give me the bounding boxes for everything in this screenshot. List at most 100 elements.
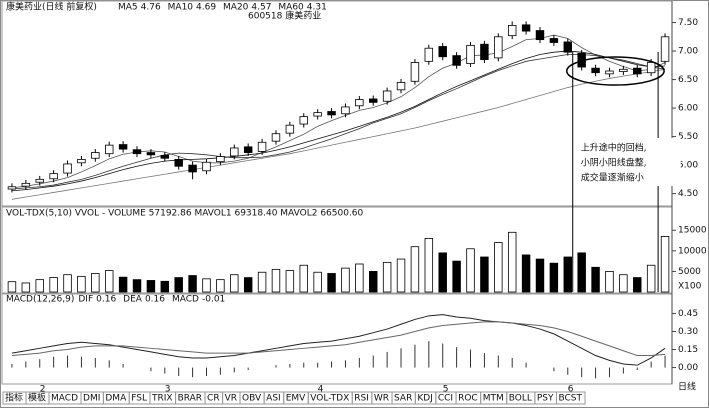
volume-bar [21,282,31,293]
tab-label[interactable]: OBV [242,394,262,404]
legend-value: 4.31 [307,3,327,13]
tab-label[interactable]: CCI [438,394,453,404]
candle-body [480,43,489,61]
y-tick-label: 5.50 [678,132,698,142]
candle-body [91,152,100,159]
line [11,54,666,190]
y-tick-label: 6.00 [678,104,698,114]
y-tick-label: 7.00 [678,47,698,57]
candle-body [313,112,322,117]
candle-body [355,99,364,107]
volume-unit: X100 [678,282,702,292]
candle-body [535,30,545,41]
line [11,68,666,200]
candle-body [188,164,197,173]
volume-bar [382,261,392,293]
annotation-text: 小阴小阳线盘整, [581,157,647,169]
y-tick-label: 15000 [678,226,707,236]
annotation-ellipse [565,56,665,86]
tab-label[interactable]: SAR [394,394,412,404]
y-tick-label: 0.15 [678,345,698,355]
volume-bar [355,263,364,293]
tab-label[interactable]: MTM [483,394,504,404]
legend-name: MA20 [223,3,249,13]
candle-body [619,68,628,72]
volume-bar [549,262,559,293]
tab-label[interactable]: CR [207,394,220,404]
volume-bar [299,264,308,293]
y-tick-label: 5000 [678,267,701,277]
tab-label[interactable]: 指标 [5,392,23,404]
legend-value: 4.76 [141,3,161,13]
x-tick-label: 6 [568,385,574,395]
volume-bar [230,274,239,293]
legend-name: DIF [78,295,93,305]
tab-label[interactable]: EMV [286,394,306,404]
candle-body [257,141,267,152]
volume-bar [660,236,670,293]
x-tick-label: 3 [165,385,171,395]
candle-body [174,158,183,167]
volume-bar [63,274,72,293]
tab-label[interactable]: DMI [83,394,100,404]
tab-label[interactable]: KDJ [417,394,433,404]
tab-label[interactable]: FSL [131,394,147,404]
volume-bar [577,252,586,293]
tab-label[interactable]: ASI [266,394,281,404]
candle-body [646,62,656,74]
tab-label[interactable]: WR [374,394,389,404]
legend-name: MA5 [118,3,138,13]
volume-bar [369,271,378,293]
line [11,50,666,192]
tab[interactable] [556,391,586,405]
tab-label[interactable]: BRAR [178,394,202,404]
candle-body [494,36,503,59]
candle-body [118,144,128,150]
tab-label[interactable]: BCST [559,394,583,404]
tab-label[interactable]: PSY [537,394,554,404]
tab-label[interactable]: RSI [354,394,369,404]
tab-label[interactable]: TRIX [151,394,173,404]
candle-body [591,67,600,74]
volume-bar [466,248,475,293]
tab-label[interactable]: BOLL [509,394,532,404]
volume-bar [271,268,281,293]
tab-label[interactable]: 模板 [28,392,46,404]
volume-bar [438,252,447,293]
volume-bar [563,256,573,293]
volume-bar [77,275,86,293]
volume-bar [146,280,156,293]
candle-body [49,173,58,180]
tab-label[interactable]: DMA [105,394,127,404]
legend-value: 4.69 [196,3,216,13]
tab-label[interactable]: ROC [458,394,478,404]
candle-body [382,90,392,102]
tab-label[interactable]: VOL-TDX [310,394,349,404]
volume-bar [521,254,531,293]
candle-body [243,146,253,153]
volume-bar [619,274,628,293]
line [11,34,666,189]
candle-body [660,36,670,62]
volume-bar [646,264,656,293]
volume-bar [535,258,545,293]
volume-bar [396,258,406,293]
panel-title: 康美药业(日线 前复权) [6,1,97,13]
candle-body [160,154,170,159]
tab-label[interactable]: VR [225,394,237,404]
panel-title: MACD(12,26,9) [6,295,74,305]
volume-bar [243,277,253,293]
candle-body [146,152,156,156]
legend-name: DEA [123,295,143,305]
candle-body [410,62,420,82]
y-tick-label: 0.45 [678,309,698,319]
legend-value: -0.01 [202,295,225,305]
volume-bar [174,277,183,293]
candle-body [35,178,44,183]
candle-body [63,163,72,174]
volume-bar [132,279,142,293]
candle-body [466,44,475,65]
volume-bar [424,238,434,293]
tab-label[interactable]: MACD [51,394,78,404]
